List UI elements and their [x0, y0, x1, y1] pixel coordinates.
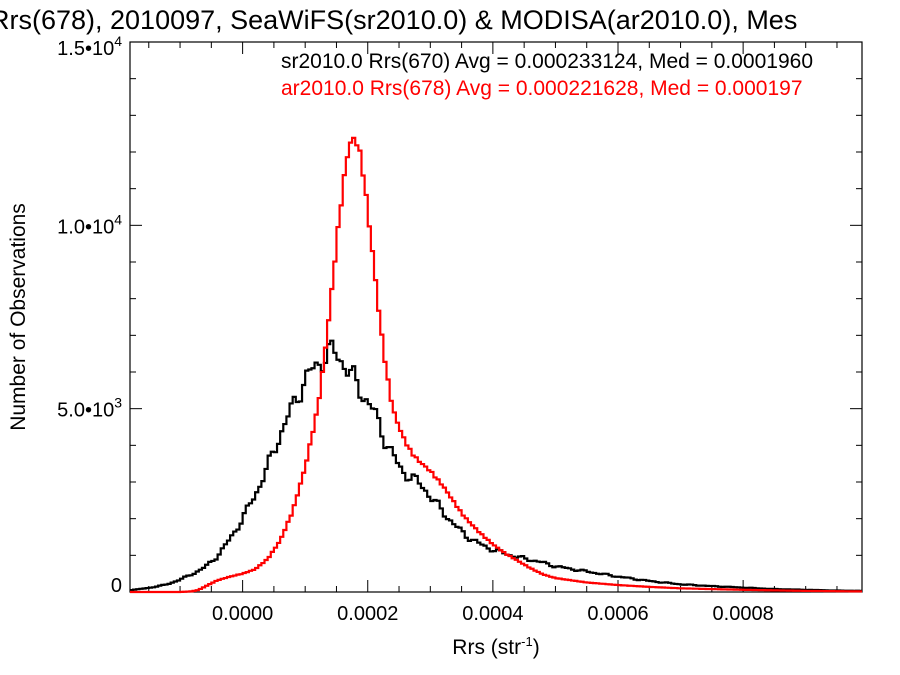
x-tick-label: 0.0002	[337, 603, 398, 625]
histogram-series-sr2010	[130, 339, 862, 592]
y-tick-label-exponent: 3	[114, 395, 122, 411]
histogram-series-ar2010	[130, 136, 862, 594]
chart-title: Rrs(678), 2010097, SeaWiFS(sr2010.0) & M…	[0, 5, 797, 35]
y-tick-label-exponent: 4	[114, 211, 122, 227]
y-tick-label-base: 0	[111, 575, 122, 597]
y-tick-label-exponent: 4	[114, 33, 122, 49]
x-tick-label: 0.0006	[587, 603, 648, 625]
y-axis-label: Number of Observations	[7, 203, 30, 431]
y-tick-label: 0	[111, 575, 122, 597]
x-tick-label: 0.0008	[713, 603, 774, 625]
tick-labels: 0.0000 0.0002 0.0004 0.0006 0.0008 0 5.0•103 1.…	[57, 33, 774, 625]
x-axis-label-base: Rrs (str	[452, 636, 521, 659]
x-axis-label-superscript: -1	[521, 634, 533, 649]
plot-frame	[129, 41, 863, 593]
y-tick-label: 1.0•104	[57, 211, 122, 238]
legend-entry-ar2010: ar2010.0 Rrs(678) Avg = 0.000221628, Med…	[281, 77, 803, 100]
y-tick-label: 1.5•104	[57, 33, 122, 60]
x-axis-label: Rrs (str-1)	[452, 634, 539, 659]
x-tick-label: 0.0004	[462, 603, 523, 625]
y-tick-label-base: 1.0•10	[57, 216, 114, 238]
legend-entry-sr2010: sr2010.0 Rrs(670) Avg = 0.000233124, Med…	[281, 50, 813, 73]
y-tick-label-base: 1.5•10	[57, 38, 114, 60]
y-tick-label: 5.0•103	[57, 395, 122, 422]
y-tick-label-base: 5.0•10	[57, 400, 114, 422]
x-axis-label-close: )	[533, 636, 540, 659]
x-tick-label: 0.0000	[212, 603, 273, 625]
series-layer	[130, 136, 862, 594]
